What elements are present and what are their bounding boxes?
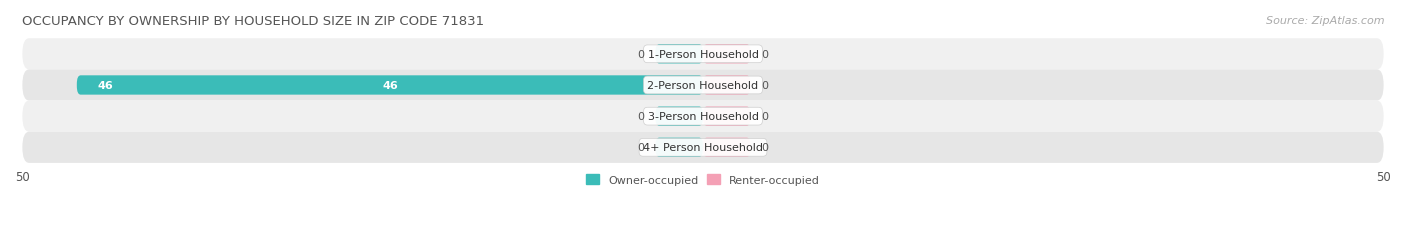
Text: 0: 0 [637,143,644,153]
Text: 0: 0 [762,112,769,122]
Legend: Owner-occupied, Renter-occupied: Owner-occupied, Renter-occupied [581,170,825,189]
Text: 46: 46 [382,81,398,91]
FancyBboxPatch shape [22,132,1384,163]
FancyBboxPatch shape [655,45,703,64]
Text: 4+ Person Household: 4+ Person Household [643,143,763,153]
FancyBboxPatch shape [22,70,1384,101]
FancyBboxPatch shape [77,76,703,95]
Text: 2-Person Household: 2-Person Household [647,81,759,91]
Text: Source: ZipAtlas.com: Source: ZipAtlas.com [1267,16,1385,26]
FancyBboxPatch shape [655,138,703,157]
FancyBboxPatch shape [703,107,751,126]
Text: 0: 0 [637,112,644,122]
Text: OCCUPANCY BY OWNERSHIP BY HOUSEHOLD SIZE IN ZIP CODE 71831: OCCUPANCY BY OWNERSHIP BY HOUSEHOLD SIZE… [22,15,485,28]
FancyBboxPatch shape [703,45,751,64]
FancyBboxPatch shape [22,39,1384,70]
FancyBboxPatch shape [22,101,1384,132]
Text: 1-Person Household: 1-Person Household [648,50,758,60]
Text: 0: 0 [762,50,769,60]
FancyBboxPatch shape [655,107,703,126]
Text: 0: 0 [762,143,769,153]
Text: 46: 46 [97,81,112,91]
Text: 3-Person Household: 3-Person Household [648,112,758,122]
Text: 0: 0 [637,50,644,60]
FancyBboxPatch shape [703,76,751,95]
Text: 0: 0 [762,81,769,91]
FancyBboxPatch shape [703,138,751,157]
